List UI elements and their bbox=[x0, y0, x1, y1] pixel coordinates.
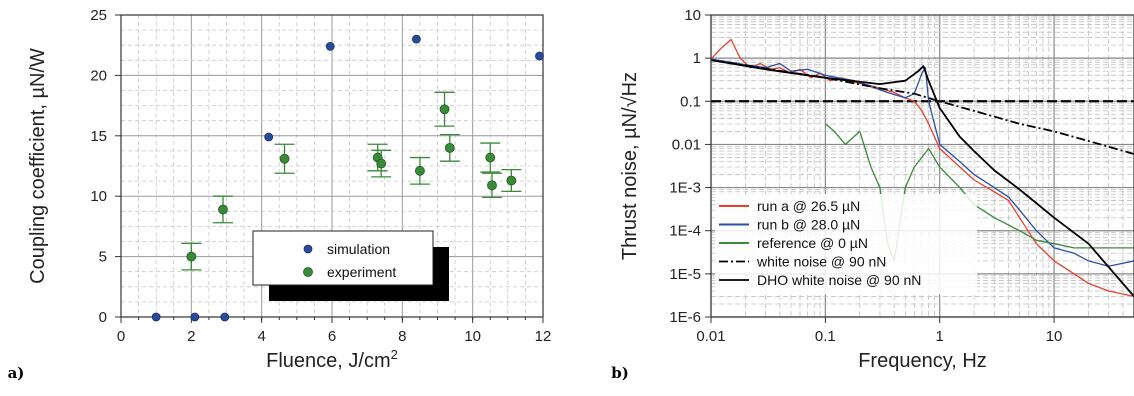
experiment-point bbox=[439, 104, 450, 115]
y-tick-label: 15 bbox=[90, 128, 107, 145]
y-axis-label: Coupling coefficient, µN/W bbox=[27, 48, 49, 284]
legend-simulation-marker bbox=[303, 244, 313, 254]
x-axis-label-superscript: 2 bbox=[391, 347, 398, 362]
x-tick-label: 4 bbox=[257, 328, 265, 345]
series-line bbox=[824, 123, 1134, 262]
y-tick-label: 5 bbox=[99, 249, 107, 266]
x-tick-label: 2 bbox=[187, 328, 195, 345]
legend-box bbox=[252, 230, 434, 286]
y-tick-label: 0 bbox=[99, 309, 107, 326]
x-tick-label: 10 bbox=[1046, 328, 1063, 345]
simulation-point bbox=[325, 42, 335, 51]
x-axis-label: Fluence, J/cm2 bbox=[266, 347, 398, 372]
experiment-point bbox=[218, 204, 228, 215]
legend-label: white noise @ 90 nN bbox=[756, 254, 886, 270]
experiment-point bbox=[487, 180, 497, 191]
panel-b-chart: 0.01 0.1 1 10 10 1 0.1 0.01 1E-3 1E-4 1E-5 1E-6 Freq… bbox=[611, 7, 1134, 382]
experiment-point bbox=[506, 175, 517, 186]
experiment-point bbox=[485, 152, 496, 163]
series-line bbox=[711, 38, 1134, 298]
legend-experiment-marker bbox=[303, 267, 313, 277]
x-tick-label: 0.01 bbox=[696, 328, 725, 345]
plot-frame bbox=[710, 14, 1134, 318]
x-tick-label: 1 bbox=[936, 328, 944, 345]
legend-simulation-label: simulation bbox=[327, 241, 390, 257]
x-tick-label: 0 bbox=[117, 328, 125, 345]
panel-label-a: a) bbox=[8, 364, 25, 382]
y-tick-label: 1E-6 bbox=[669, 309, 701, 326]
simulation-point bbox=[411, 34, 421, 44]
legend-label: reference @ 0 µN bbox=[757, 235, 868, 251]
x-tick-label: 6 bbox=[328, 328, 336, 345]
x-tick-label: 12 bbox=[535, 328, 552, 345]
y-tick-label: 10 bbox=[90, 188, 107, 205]
y-axis-label: Thrust noise, µN/√Hz bbox=[619, 72, 641, 260]
panel-label-b: b) bbox=[611, 364, 629, 382]
y-tick-label: 1E-5 bbox=[669, 266, 701, 283]
x-tick-label: 0.1 bbox=[815, 328, 836, 345]
legend-box bbox=[715, 194, 977, 295]
y-tick-label: 1E-4 bbox=[669, 223, 701, 240]
x-axis-label: Frequency, Hz bbox=[858, 350, 987, 372]
simulation-point bbox=[151, 312, 161, 322]
experiment-point bbox=[444, 142, 455, 153]
y-tick-label: 0.1 bbox=[680, 93, 701, 110]
y-tick-label: 20 bbox=[90, 67, 107, 84]
panel-a-chart: 0 2 4 6 8 10 12 0 5 10 15 20 25 Fluence, J/cm2 Couplin… bbox=[8, 7, 552, 382]
y-tick-label: 1 bbox=[693, 50, 701, 67]
series-line bbox=[711, 59, 1134, 297]
y-tick-label: 0.01 bbox=[672, 136, 701, 153]
experiment-point bbox=[279, 153, 290, 164]
y-tick-label: 10 bbox=[684, 7, 701, 24]
legend-label: DHO white noise @ 90 nN bbox=[757, 272, 921, 288]
experiment-point bbox=[186, 251, 197, 262]
experiment-point bbox=[415, 165, 425, 176]
y-tick-label: 1E-3 bbox=[669, 180, 701, 197]
y-tick-label: 25 bbox=[90, 7, 107, 24]
legend-label: run a @ 26.5 µN bbox=[757, 198, 860, 214]
simulation-point bbox=[535, 51, 544, 61]
legend-experiment-label: experiment bbox=[327, 264, 396, 280]
series-line bbox=[711, 59, 1134, 155]
x-tick-label: 8 bbox=[398, 328, 406, 345]
experiment-point bbox=[376, 158, 387, 169]
series-line bbox=[711, 58, 1134, 267]
simulation-point bbox=[190, 312, 200, 322]
x-tick-label: 10 bbox=[464, 328, 481, 345]
simulation-point bbox=[220, 312, 230, 322]
simulation-point bbox=[264, 132, 274, 142]
legend-label: run b @ 28.0 µN bbox=[757, 217, 860, 233]
